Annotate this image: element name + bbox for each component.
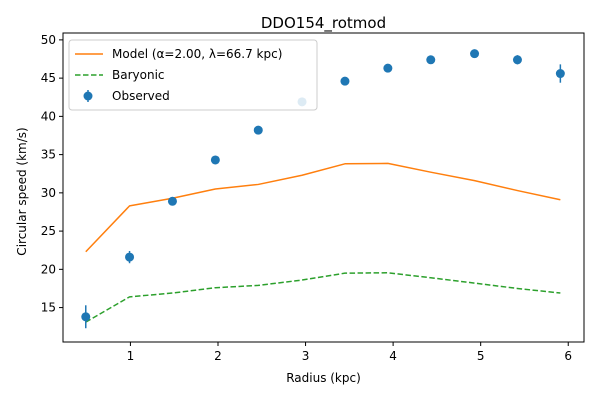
series-line — [85, 162, 561, 253]
data-point — [340, 76, 350, 86]
y-tick-label: 15 — [41, 301, 56, 315]
y-tick-label: 35 — [41, 148, 56, 162]
x-axis: 1 2 3 4 5 6 — [127, 342, 572, 363]
series-line — [85, 272, 561, 323]
plot-area — [81, 49, 565, 329]
y-tick-label: 20 — [41, 262, 56, 276]
y-tick-label: 45 — [41, 71, 56, 85]
legend-frame — [68, 39, 318, 111]
y-axis: 15 20 25 30 35 40 45 50 — [41, 33, 63, 315]
x-tick-label: 6 — [564, 349, 572, 363]
data-point — [383, 63, 393, 73]
chart-title: DDO154_rotmod — [261, 14, 386, 33]
legend-entry-label: Baryonic — [112, 68, 165, 82]
data-point — [210, 155, 220, 165]
data-point — [253, 125, 263, 135]
series-2 — [81, 49, 565, 329]
y-tick-label: 30 — [41, 186, 56, 200]
data-point — [81, 312, 91, 322]
x-axis-label: Radius (kpc) — [286, 371, 361, 385]
x-tick-label: 3 — [302, 349, 310, 363]
x-tick-label: 1 — [127, 349, 135, 363]
data-point — [167, 196, 177, 206]
y-tick-label: 50 — [41, 33, 56, 47]
data-point — [470, 49, 480, 59]
x-tick-label: 5 — [477, 349, 485, 363]
x-tick-label: 2 — [214, 349, 222, 363]
legend: Model (α=2.00, λ=66.7 kpc) Baryonic Observ… — [68, 39, 318, 111]
legend-point-marker — [83, 91, 93, 101]
legend-entry-label: Model (α=2.00, λ=66.7 kpc) — [112, 47, 282, 61]
data-point — [512, 55, 522, 65]
legend-entry-label: Observed — [112, 89, 170, 103]
y-tick-label: 25 — [41, 224, 56, 238]
axes-frame — [62, 32, 585, 343]
y-axis-label: Circular speed (km/s) — [15, 127, 29, 255]
y-tick-label: 40 — [41, 109, 56, 123]
data-point — [426, 55, 436, 65]
data-point — [555, 69, 565, 79]
series-1 — [85, 272, 561, 323]
series-0 — [85, 162, 561, 253]
data-point — [125, 252, 135, 262]
x-tick-label: 4 — [389, 349, 397, 363]
